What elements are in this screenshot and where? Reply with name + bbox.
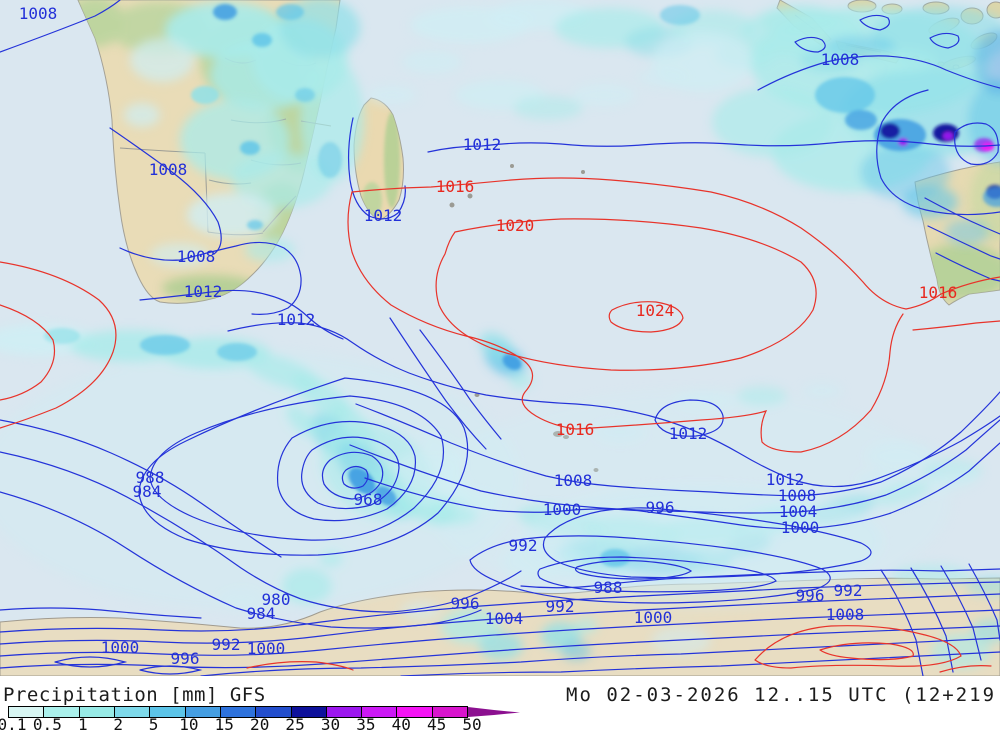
legend-tick-label: 5 bbox=[148, 715, 159, 733]
map-graphic bbox=[0, 0, 1000, 676]
legend-overflow-arrow bbox=[468, 707, 520, 717]
legend-cell bbox=[220, 707, 257, 717]
isobars-blue bbox=[0, 0, 1000, 676]
legend-tick-label: 0.1 bbox=[0, 715, 27, 733]
legend-tick-label: 50 bbox=[462, 715, 482, 733]
legend-tick-label: 1 bbox=[77, 715, 88, 733]
footer: Precipitation [mm] GFS Mo 02-03-2026 12.… bbox=[0, 676, 1000, 733]
legend-tick-label: 0.5 bbox=[32, 715, 62, 733]
datetime-label: Mo 02-03-2026 12..15 UTC (12+219 bbox=[566, 684, 997, 706]
legend-cell bbox=[326, 707, 363, 717]
legend-cell bbox=[79, 707, 115, 717]
legend-tick-label: 40 bbox=[391, 715, 411, 733]
legend-cell bbox=[397, 707, 433, 717]
precipitation-layer bbox=[0, 0, 1000, 669]
legend-cell bbox=[185, 707, 221, 717]
legend-cell bbox=[114, 707, 151, 717]
legend-tick-label: 15 bbox=[214, 715, 234, 733]
legend-tick-label: 20 bbox=[250, 715, 270, 733]
legend-cell bbox=[150, 707, 186, 717]
legend-tick-label: 35 bbox=[356, 715, 376, 733]
legend-cell bbox=[432, 707, 468, 717]
legend-cell bbox=[44, 707, 80, 717]
legend-tick-label: 45 bbox=[426, 715, 447, 733]
legend-cell bbox=[291, 707, 327, 717]
legend-tick-label: 30 bbox=[320, 715, 341, 733]
legend-bar bbox=[8, 706, 468, 718]
legend-ticks: 0.1 0.5 1 2 5 10 15 20 25 30 35 40 45 50 bbox=[0, 717, 540, 733]
product-title: Precipitation [mm] GFS bbox=[3, 684, 266, 706]
legend-cell bbox=[362, 707, 398, 717]
weather-map: 1008 1008 1008 1012 1012 1012 1012 1008 1012 1008… bbox=[0, 0, 1000, 676]
legend-tick-label: 10 bbox=[179, 715, 199, 733]
legend-cell bbox=[9, 707, 45, 717]
legend-tick-label: 25 bbox=[285, 715, 305, 733]
legend-tick-label: 2 bbox=[113, 715, 123, 733]
legend-cell bbox=[256, 707, 292, 717]
isobars-red bbox=[0, 177, 1000, 673]
